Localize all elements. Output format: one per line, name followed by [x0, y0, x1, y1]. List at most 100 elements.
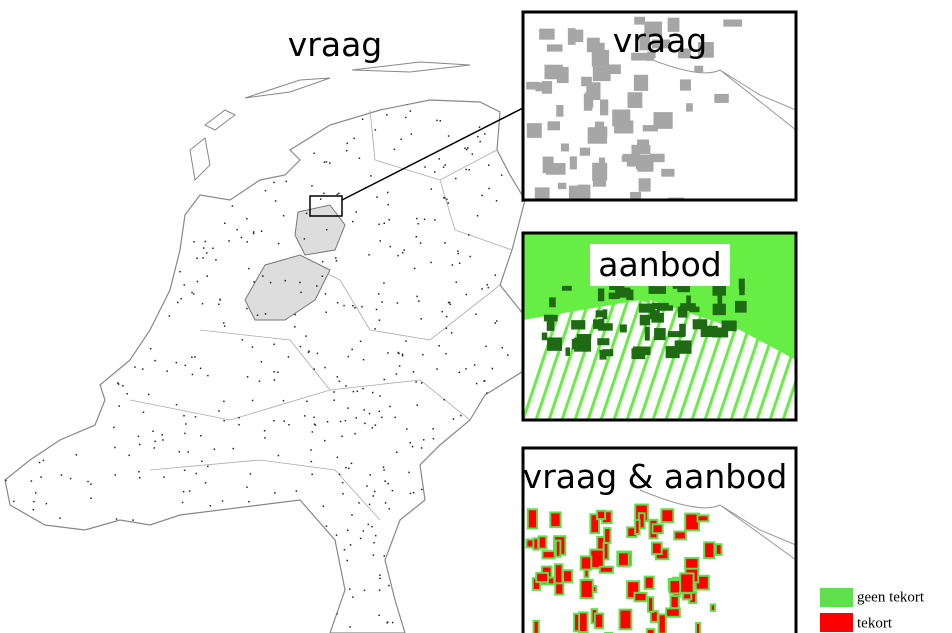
panel-label: aanbod	[598, 245, 721, 284]
supply-area	[549, 297, 556, 307]
dot	[223, 86, 225, 88]
dot	[220, 132, 222, 134]
dot	[83, 612, 85, 614]
dot	[515, 545, 517, 547]
dot	[241, 174, 243, 176]
dot	[323, 505, 325, 507]
dot	[384, 480, 386, 482]
dot	[259, 540, 261, 542]
dot	[51, 235, 53, 237]
dot	[61, 236, 63, 238]
block	[672, 597, 678, 607]
dot	[363, 359, 365, 361]
dot	[6, 539, 8, 541]
dot	[67, 158, 69, 160]
dot	[398, 580, 400, 582]
dot	[396, 373, 398, 375]
dot	[125, 69, 127, 71]
building	[631, 145, 650, 154]
block	[601, 568, 612, 572]
dot	[105, 615, 107, 617]
dot	[40, 476, 42, 478]
dot	[240, 134, 242, 136]
dot	[432, 428, 434, 430]
dot	[240, 581, 242, 583]
dot	[242, 521, 244, 523]
dot	[151, 84, 153, 86]
dot	[134, 610, 136, 612]
dot	[351, 514, 353, 516]
dot	[58, 367, 60, 369]
dot	[265, 167, 267, 169]
dot	[384, 555, 386, 557]
dot	[478, 89, 480, 91]
dot	[79, 562, 81, 564]
dot	[117, 382, 119, 384]
dot	[453, 418, 455, 420]
dot	[494, 90, 496, 92]
dot	[93, 335, 95, 337]
dot	[51, 65, 53, 67]
dot	[248, 268, 250, 270]
dot	[59, 541, 61, 543]
dot	[326, 229, 328, 231]
dot	[506, 398, 508, 400]
dot	[53, 296, 55, 298]
dot	[95, 180, 97, 182]
dot	[483, 380, 485, 382]
dot	[213, 178, 215, 180]
dot	[310, 449, 312, 451]
dot	[21, 391, 23, 393]
dot	[139, 444, 141, 446]
dot	[519, 442, 521, 444]
dot	[469, 256, 471, 257]
dot	[112, 77, 114, 79]
dot	[394, 417, 396, 419]
dot	[105, 364, 107, 366]
dot	[405, 529, 407, 531]
dot	[443, 197, 445, 199]
dot	[498, 473, 500, 475]
building	[561, 144, 569, 152]
dot	[47, 210, 49, 212]
dot	[9, 186, 11, 188]
dot	[189, 490, 191, 492]
dot	[92, 75, 94, 77]
dot	[296, 132, 298, 134]
dot	[257, 314, 259, 316]
dot	[433, 438, 435, 440]
dot	[46, 61, 48, 63]
dot	[360, 538, 362, 540]
dot	[200, 435, 202, 437]
dot	[497, 500, 499, 502]
ditch	[796, 300, 836, 420]
dot	[6, 136, 8, 138]
dot	[241, 550, 243, 552]
dot	[252, 80, 254, 82]
dot	[61, 474, 63, 476]
dot	[485, 346, 487, 348]
dot	[207, 466, 209, 468]
building	[526, 82, 539, 90]
dot	[137, 201, 139, 203]
dot	[261, 361, 263, 363]
dot	[198, 105, 200, 107]
dot	[370, 175, 372, 177]
dot	[238, 424, 240, 426]
dot	[372, 427, 374, 429]
dot	[311, 474, 313, 476]
dot	[64, 81, 66, 83]
dot	[459, 442, 461, 444]
dot	[540, 204, 542, 206]
dot	[48, 234, 50, 236]
building	[592, 50, 609, 67]
dot	[317, 353, 319, 355]
dot	[345, 385, 347, 387]
dot	[238, 417, 240, 419]
dot	[456, 281, 458, 283]
dot	[171, 588, 173, 590]
dot	[412, 446, 414, 448]
dot	[399, 567, 401, 569]
dot	[265, 313, 267, 315]
dot	[212, 182, 214, 184]
